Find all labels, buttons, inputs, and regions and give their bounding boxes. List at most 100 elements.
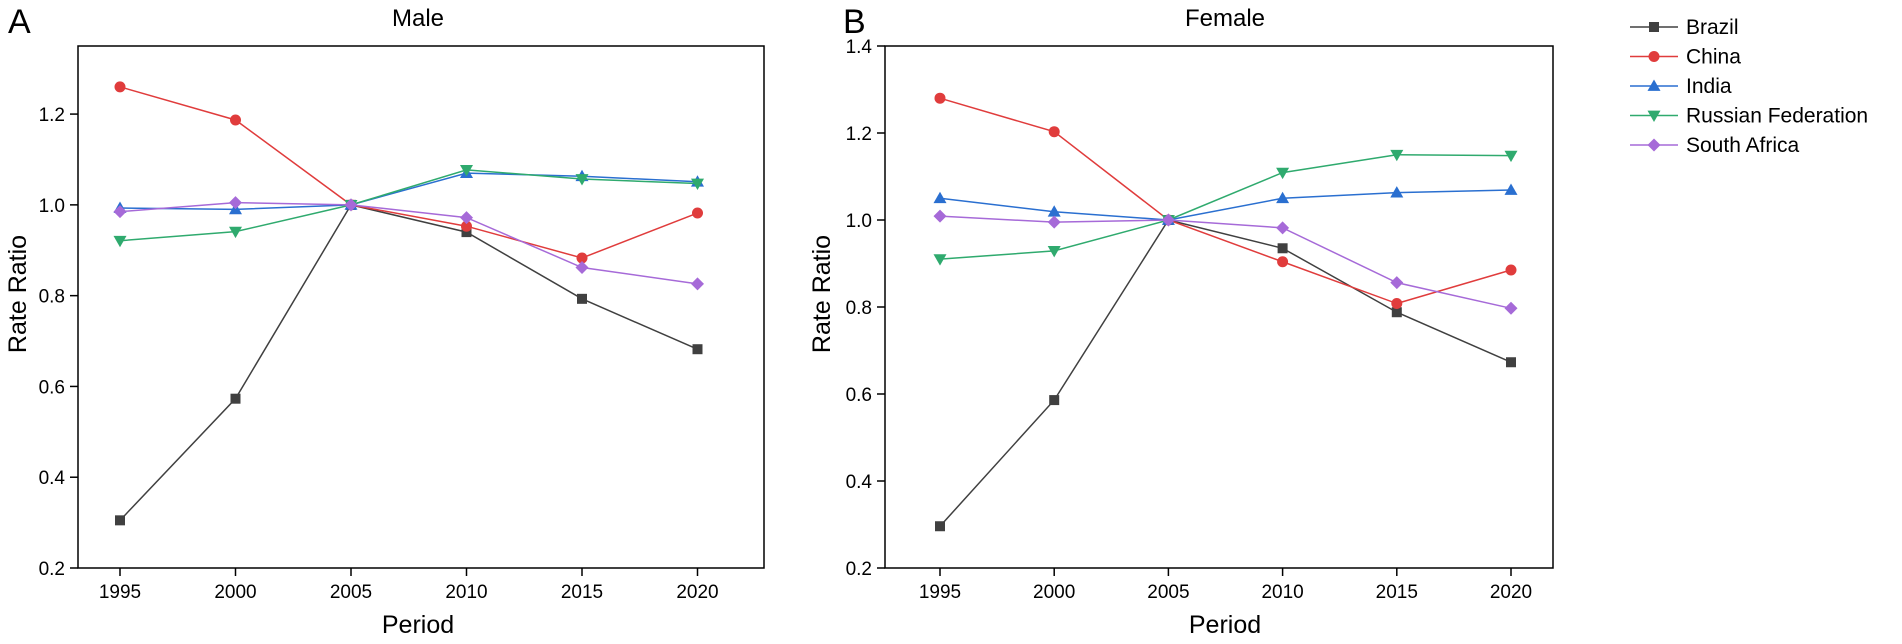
legend-marker-south-africa (1647, 138, 1661, 152)
panel-a-series (113, 81, 704, 526)
panel-b-point-india (933, 191, 947, 204)
panel-b-title: Female (1185, 5, 1265, 32)
panel-b-point-south-africa (1161, 213, 1175, 227)
panel-a-point-china (692, 207, 703, 219)
panel-b-xtick-label: 2020 (1490, 582, 1532, 603)
panel-a-point-south-africa (344, 198, 358, 212)
panel-a-line-russian-federation (119, 169, 698, 242)
panel-b-point-india (1390, 186, 1404, 198)
panel-a-point-brazil (115, 515, 125, 526)
legend: Brazil China India Russian Federation South … (1630, 16, 1868, 157)
panel-b: B Female Period Rate Ratio 0.2 0.4 0.6 0.8 1… (808, 3, 1554, 639)
panel-b-xtick-label: 2005 (1147, 582, 1189, 603)
panel-a-line-india (119, 172, 698, 211)
panel-b-ytick-label: 1.2 (846, 124, 872, 145)
legend-label-south-africa: South Africa (1686, 134, 1800, 157)
panel-a-point-south-africa (113, 205, 127, 219)
legend-marker-china (1648, 51, 1660, 62)
panel-b-ylabel: Rate Ratio (808, 235, 836, 353)
panel-b-point-south-africa (1390, 276, 1404, 290)
panel-b-ytick-label: 0.2 (846, 559, 872, 580)
panel-b-line-brazil (939, 219, 1512, 527)
panel-b-point-china (1048, 126, 1060, 138)
legend-marker-russian-federation (1647, 110, 1661, 122)
panel-a-point-russian-federation (691, 178, 704, 191)
panel-b-point-india (1047, 205, 1061, 217)
panel-a-point-russian-federation (460, 165, 473, 177)
panel-a-xlabel: Period (382, 611, 454, 639)
panel-a-point-south-africa (691, 277, 704, 291)
panel-b-point-russian-federation (1276, 167, 1290, 180)
panel-b-point-china (1391, 298, 1403, 310)
panel-a-point-south-africa (575, 261, 589, 275)
panel-a-line-brazil (119, 204, 698, 521)
panel-b-point-russian-federation (933, 254, 947, 266)
panel-letter-b: B (843, 3, 866, 41)
panel-a: A Male Period Rate Ratio 0.2 0.4 0.6 0.8 1.0… (4, 3, 765, 639)
panel-b-point-brazil (935, 521, 945, 532)
panel-b-point-russian-federation (1390, 149, 1404, 162)
panel-b-ytick-label: 1.4 (846, 37, 873, 58)
panel-b-y-axis: 0.2 0.4 0.6 0.8 1.0 1.2 1.4 (846, 37, 885, 580)
panel-a-x-axis: 1995 2000 2005 2010 2015 2020 (99, 568, 719, 603)
panel-a-point-china (461, 220, 472, 232)
panel-a-xtick-label: 2000 (214, 582, 256, 603)
panel-a-point-brazil (230, 393, 241, 404)
legend-marker-brazil (1649, 22, 1659, 32)
panel-b-plot-frame (884, 45, 1554, 569)
panel-a-point-south-africa (460, 211, 473, 225)
legend-marker-india (1647, 79, 1661, 91)
legend-label-india: India (1686, 75, 1732, 98)
panel-b-xtick-label: 2000 (1033, 582, 1075, 603)
panel-a-ytick-label: 0.4 (39, 468, 66, 489)
panel-a-ytick-label: 1.2 (39, 105, 65, 126)
panel-a-point-brazil (461, 227, 472, 238)
panel-b-xtick-label: 2015 (1376, 582, 1418, 603)
panel-a-point-china (114, 81, 126, 93)
panel-b-point-south-africa (933, 209, 947, 223)
panel-b-point-china (934, 92, 946, 104)
panel-a-point-russian-federation (113, 235, 127, 248)
panel-b-ytick-label: 1.0 (846, 211, 872, 232)
panel-a-point-russian-federation (229, 226, 242, 239)
panel-b-point-india (1504, 183, 1518, 195)
panel-b-point-south-africa (1276, 221, 1290, 235)
panel-a-ylabel: Rate Ratio (4, 235, 32, 353)
panel-a-xtick-label: 2010 (445, 582, 487, 603)
panel-a-point-brazil (692, 344, 703, 355)
panel-a-line-south-africa (119, 201, 698, 285)
panel-b-xtick-label: 1995 (919, 582, 961, 603)
panel-a-ytick-label: 1.0 (39, 196, 65, 217)
panel-a-xtick-label: 2020 (676, 582, 718, 603)
panel-b-point-brazil (1049, 395, 1060, 406)
panel-b-line-south-africa (939, 215, 1512, 310)
panel-a-xtick-label: 2005 (330, 582, 372, 603)
panel-a-point-russian-federation (575, 174, 589, 186)
legend-label-brazil: Brazil (1686, 16, 1739, 39)
panel-b-point-russian-federation (1047, 246, 1061, 258)
panel-b-xlabel: Period (1189, 611, 1261, 639)
panel-a-point-china (230, 114, 241, 126)
panel-a-point-brazil (577, 293, 587, 304)
panel-a-point-south-africa (229, 196, 242, 210)
panel-a-ytick-label: 0.8 (39, 287, 65, 308)
panel-b-point-brazil (1391, 307, 1402, 318)
panel-b-point-south-africa (1047, 215, 1061, 229)
panel-b-point-south-africa (1504, 301, 1518, 315)
panel-a-plot-frame (77, 45, 765, 569)
panel-b-x-axis: 1995 2000 2005 2010 2015 2020 (919, 568, 1532, 603)
panel-a-ytick-label: 0.2 (39, 559, 65, 580)
panel-b-point-brazil (1506, 357, 1516, 368)
panel-b-series (933, 92, 1518, 532)
panel-a-xtick-label: 2015 (561, 582, 603, 603)
panel-b-line-russian-federation (939, 153, 1512, 260)
panel-a-title: Male (392, 5, 444, 32)
panel-b-ytick-label: 0.6 (846, 385, 872, 406)
panel-letter-a: A (8, 3, 31, 41)
panel-b-ytick-label: 0.4 (846, 472, 873, 493)
panel-b-point-india (1276, 191, 1290, 204)
panel-a-ytick-label: 0.6 (39, 377, 65, 398)
panel-b-point-china (1277, 256, 1289, 268)
panel-a-line-china (119, 86, 698, 259)
